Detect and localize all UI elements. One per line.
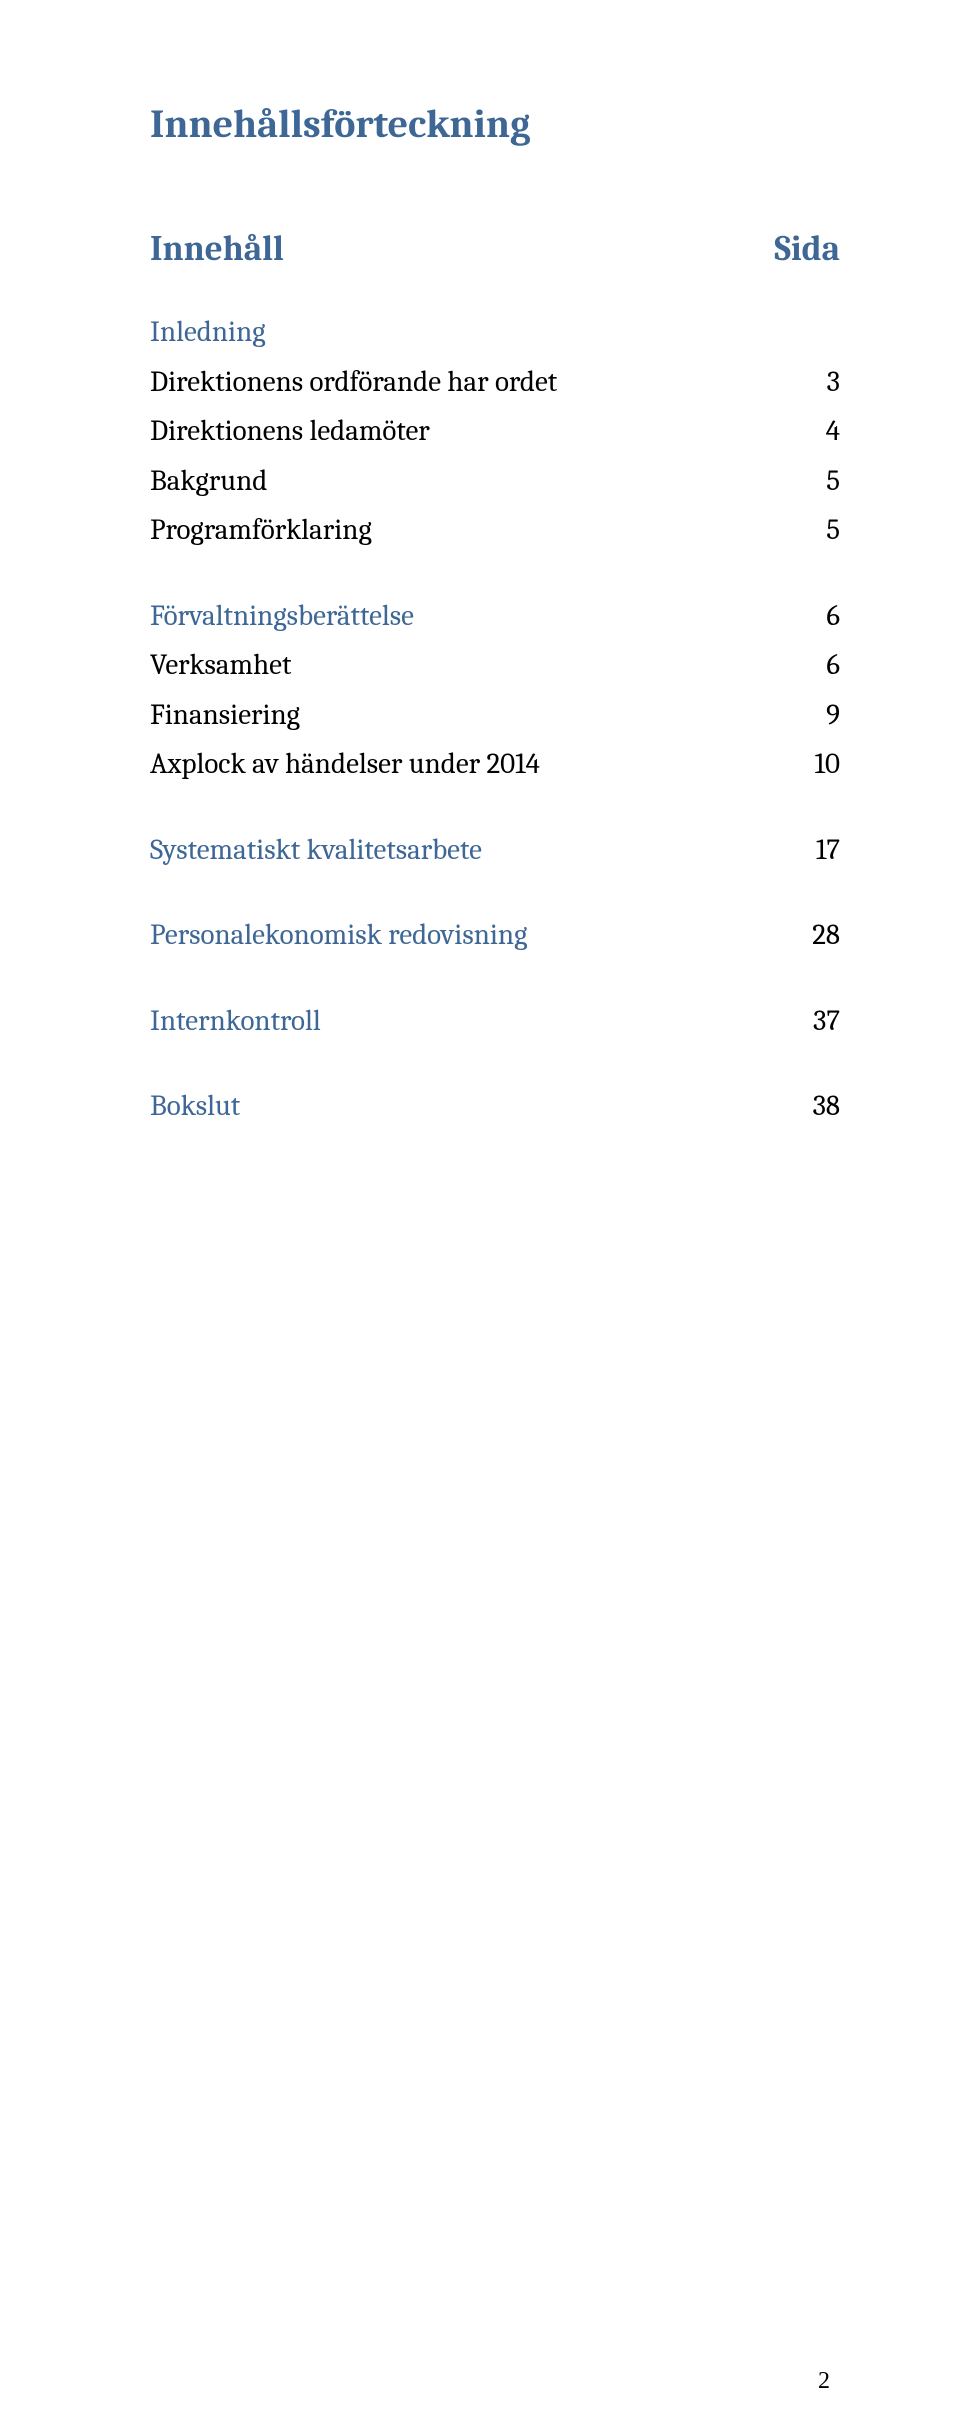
toc-heading-page: 38 xyxy=(780,1085,840,1129)
toc-heading-label: Förvaltningsberättelse xyxy=(150,595,414,639)
toc-heading-label: Systematiskt kvalitetsarbete xyxy=(150,829,482,873)
toc-item: Direktionens ordförande har ordet 3 xyxy=(150,361,840,405)
toc-heading-label: Bokslut xyxy=(150,1085,240,1129)
toc-item-page: 4 xyxy=(780,410,840,454)
toc-col-right: Sida xyxy=(754,228,840,269)
toc-item-label: Axplock av händelser under 2014 xyxy=(150,743,540,787)
toc-item-label: Finansiering xyxy=(150,694,300,738)
section-gap xyxy=(150,878,840,914)
toc-item-page: 5 xyxy=(780,509,840,553)
toc-heading-page: 6 xyxy=(780,595,840,639)
toc-section-heading: Systematiskt kvalitetsarbete 17 xyxy=(150,829,840,873)
toc-item: Bakgrund 5 xyxy=(150,460,840,504)
toc-item-label: Programförklaring xyxy=(150,509,372,553)
page-title: Innehållsförteckning xyxy=(150,100,840,148)
toc-section-heading: Bokslut 38 xyxy=(150,1085,840,1129)
section-gap xyxy=(150,559,840,595)
toc-item-page: 3 xyxy=(780,361,840,405)
toc-item-label: Direktionens ordförande har ordet xyxy=(150,361,557,405)
page-number: 2 xyxy=(818,2368,830,2395)
toc-item: Verksamhet 6 xyxy=(150,644,840,688)
toc-heading-page: 28 xyxy=(780,914,840,958)
toc-item-label: Verksamhet xyxy=(150,644,291,688)
toc-item-page: 6 xyxy=(780,644,840,688)
toc-col-left: Innehåll xyxy=(150,228,284,269)
toc-section-heading: Personalekonomisk redovisning 28 xyxy=(150,914,840,958)
toc-section-heading: Förvaltningsberättelse 6 xyxy=(150,595,840,639)
toc-item-page: 5 xyxy=(780,460,840,504)
toc-heading-page: 17 xyxy=(780,829,840,873)
toc-item-label: Bakgrund xyxy=(150,460,267,504)
toc-columns-header: Innehåll Sida xyxy=(150,228,840,269)
section-gap xyxy=(150,964,840,1000)
toc-item-page: 9 xyxy=(780,694,840,738)
toc-heading-page: 37 xyxy=(780,1000,840,1044)
section-gap xyxy=(150,1049,840,1085)
document-page: Innehållsförteckning Innehåll Sida Inled… xyxy=(0,0,960,2435)
toc-heading-label: Inledning xyxy=(150,311,266,355)
toc-heading-label: Internkontroll xyxy=(150,1000,321,1044)
toc-item: Finansiering 9 xyxy=(150,694,840,738)
toc-section-heading: Internkontroll 37 xyxy=(150,1000,840,1044)
toc-heading-label: Personalekonomisk redovisning xyxy=(150,914,527,958)
section-gap xyxy=(150,793,840,829)
table-of-contents: Innehåll Sida Inledning Direktionens ord… xyxy=(150,228,840,1129)
toc-item: Axplock av händelser under 2014 10 xyxy=(150,743,840,787)
toc-section-heading: Inledning xyxy=(150,311,840,355)
toc-item-page: 10 xyxy=(780,743,840,787)
toc-item-label: Direktionens ledamöter xyxy=(150,410,430,454)
toc-item: Programförklaring 5 xyxy=(150,509,840,553)
toc-item: Direktionens ledamöter 4 xyxy=(150,410,840,454)
